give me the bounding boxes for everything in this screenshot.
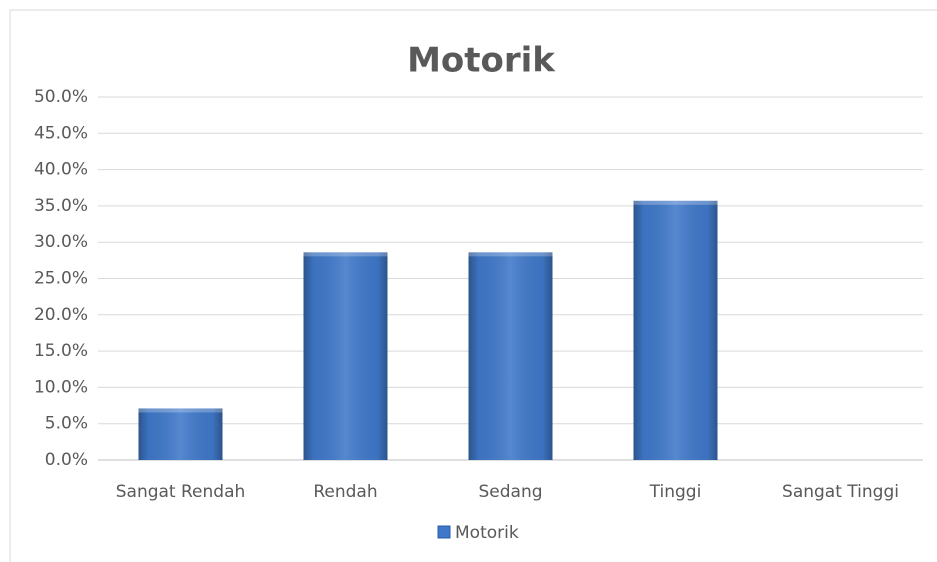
x-tick-label: Rendah: [313, 482, 377, 502]
y-tick-label: 5.0%: [45, 414, 88, 434]
y-tick-label: 20.0%: [34, 305, 88, 325]
chart-title: Motorik: [407, 41, 556, 81]
bar-part: [138, 408, 223, 413]
y-tick-label: 45.0%: [34, 123, 88, 143]
y-tick-label: 10.0%: [34, 377, 88, 397]
y-tick-label: 15.0%: [34, 341, 88, 361]
bar-part: [468, 252, 553, 460]
bar-part: [633, 200, 718, 460]
x-tick-label: Sangat Tinggi: [782, 482, 899, 502]
chart-border: [9, 9, 937, 562]
x-tick-label: Tinggi: [649, 482, 702, 502]
legend-label: Motorik: [455, 523, 519, 543]
bar: [468, 252, 553, 460]
bar-part: [303, 252, 388, 257]
bar: [303, 252, 388, 460]
y-tick-label: 25.0%: [34, 269, 88, 289]
bar: [138, 408, 223, 460]
x-tick-label: Sangat Rendah: [116, 482, 246, 502]
bar-part: [303, 252, 388, 460]
bar-part: [633, 200, 718, 205]
bar-part: [138, 408, 223, 460]
y-tick-label: 35.0%: [34, 196, 88, 216]
y-tick-label: 40.0%: [34, 160, 88, 180]
y-tick-label: 0.0%: [45, 450, 88, 470]
x-tick-label: Sedang: [478, 482, 542, 502]
y-tick-label: 50.0%: [34, 87, 88, 107]
bar: [633, 200, 718, 460]
y-tick-label: 30.0%: [34, 232, 88, 252]
bar-part: [468, 252, 553, 257]
legend-swatch: [437, 525, 451, 539]
